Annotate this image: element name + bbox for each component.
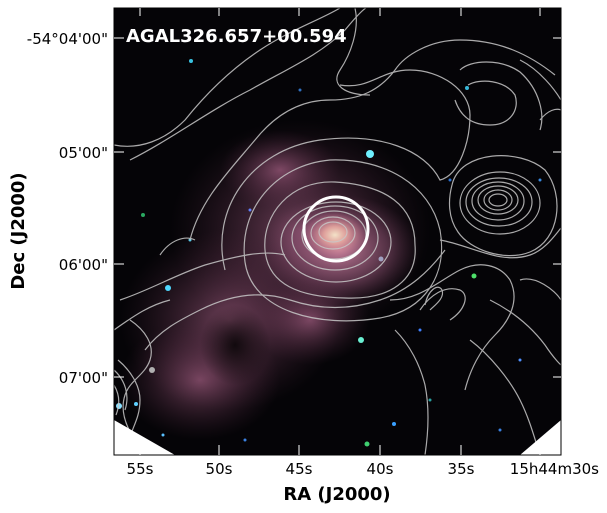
x-tick-label: 35s xyxy=(448,460,475,478)
x-tick-label: 45s xyxy=(286,460,313,478)
x-tick-label: 55s xyxy=(127,460,154,478)
y-tick-label: 05'00" xyxy=(59,144,108,162)
y-tick-labels: -54°04'00" 05'00" 06'00" 07'00" xyxy=(27,30,108,387)
blank-corner-right xyxy=(520,420,561,455)
plot-frame xyxy=(113,7,562,456)
x-tick-label: 40s xyxy=(367,460,394,478)
y-axis-title: Dec (J2000) xyxy=(8,172,29,289)
image-panel: AGAL326.657+00.594 xyxy=(114,8,561,455)
dust-contours xyxy=(114,8,561,455)
x-axis-title: RA (J2000) xyxy=(283,484,390,505)
x-tick-labels: 55s 50s 45s 40s 35s 15h44m30s xyxy=(127,460,600,478)
x-tick-label: 50s xyxy=(206,460,233,478)
source-aperture-circle xyxy=(302,195,370,263)
x-tick-label: 15h44m30s xyxy=(510,460,599,478)
blank-corner-left xyxy=(114,420,175,455)
tick-marks xyxy=(114,8,561,455)
source-label: AGAL326.657+00.594 xyxy=(126,26,347,47)
y-tick-label: 07'00" xyxy=(59,369,108,387)
y-tick-label: -54°04'00" xyxy=(27,30,108,48)
y-tick-label: 06'00" xyxy=(59,256,108,274)
